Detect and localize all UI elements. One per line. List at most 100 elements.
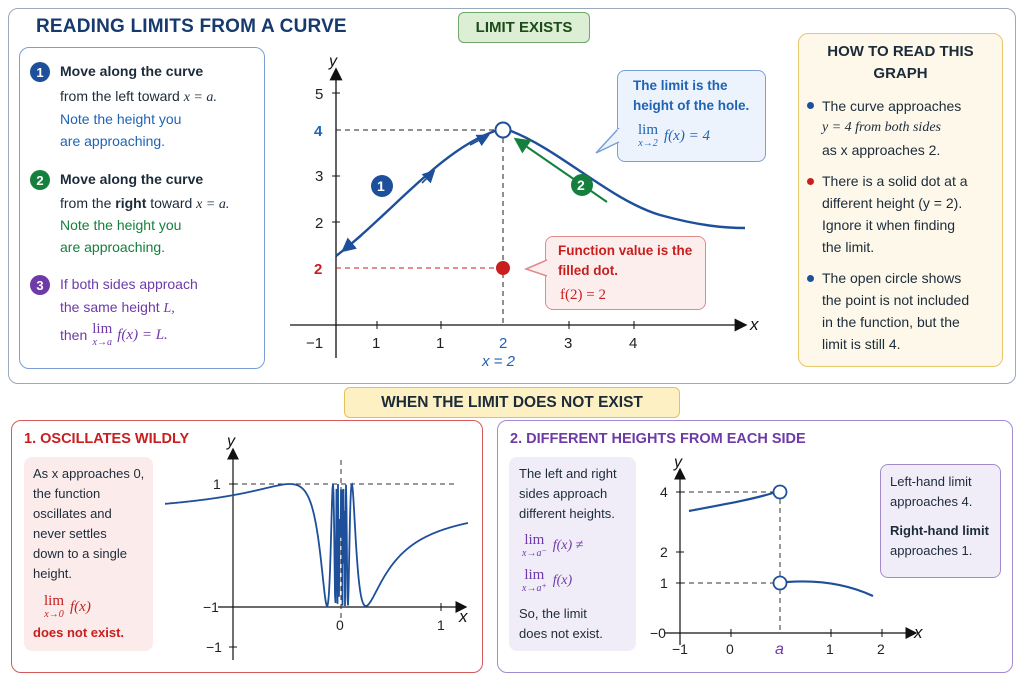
x-tick-label-2: 2 xyxy=(499,335,507,352)
step-1-line2-a: from the left toward xyxy=(60,88,184,104)
step-3-line2-b: L, xyxy=(163,301,175,316)
diff-lim2: lim x→a⁺ f(x) xyxy=(522,568,572,594)
step-2-note2: are approaching. xyxy=(60,239,166,255)
howto-b3-l3: in the function, but the xyxy=(822,314,960,330)
diff-y-label: y xyxy=(673,454,683,471)
main-limit-graph: y x 5 4 3 2 2 −1 1 1 2 3 4 x = 2 1 2 xyxy=(290,53,759,370)
diff-lim1-word: lim xyxy=(524,532,545,548)
diff-text-0: The left and right xyxy=(519,466,617,481)
different-heights-title: 2. DIFFERENT HEIGHTS FROM EACH SIDE xyxy=(510,431,806,447)
howto-b3-text: The open circle shows the point is not i… xyxy=(822,267,969,355)
howto-b3-l2: the point is not included xyxy=(822,292,970,308)
right-open-circle xyxy=(772,575,788,591)
osc-xtick-label-0: 0 xyxy=(336,617,344,633)
oscillating-curve xyxy=(165,482,469,608)
step-1-title: Move along the curve xyxy=(60,63,204,79)
osc-lim-sub: x→0 xyxy=(44,609,64,620)
howto-b2-l1: There is a solid dot at a xyxy=(822,173,968,189)
page-title: READING LIMITS FROM A CURVE xyxy=(36,16,347,37)
function-value-callout-line1: Function value is the xyxy=(558,243,693,258)
howto-b2-l2: different height (y = 2). xyxy=(822,195,963,211)
osc-ytick-label-1: 1 xyxy=(213,476,221,492)
step-2-note1: Note the height you xyxy=(60,217,182,233)
x-tick-label-1a: 1 xyxy=(372,335,380,352)
oscillates-text-box xyxy=(24,457,153,651)
diff-ytick-label-2: 2 xyxy=(660,544,668,560)
step-1-note2: are approaching. xyxy=(60,133,166,149)
y-tick-label-2: 2 xyxy=(315,215,323,232)
step-3-lim-word: lim xyxy=(92,321,113,337)
diff-ytick-label-4: 4 xyxy=(660,484,668,500)
limit-hole-callout-line2: height of the hole. xyxy=(633,98,750,113)
x-tick-label-1b: 1 xyxy=(436,335,444,352)
howto-b2-text: There is a solid dot at a different heig… xyxy=(822,170,968,258)
howto-b1-l1: The curve approaches xyxy=(822,98,962,114)
howto-b1-l3: as x approaches 2. xyxy=(822,142,941,158)
step-3-line2: the same height L, xyxy=(60,296,175,320)
different-text: The left and right sides approach differ… xyxy=(519,464,617,524)
diff-xtick-label-1: 1 xyxy=(826,641,834,657)
left-approach-arrow xyxy=(421,169,436,184)
left-open-circle xyxy=(772,484,788,500)
limit-exists-label: LIMIT EXISTS xyxy=(475,19,573,36)
osc-text-4: down to a single xyxy=(33,546,127,561)
step-1-line2: from the left toward x = a. xyxy=(60,85,217,109)
marker-2-circle xyxy=(571,174,593,196)
limit-hole-callout xyxy=(617,70,766,162)
howto-b3-l4: limit is still 4. xyxy=(822,336,901,352)
side-limits-box xyxy=(880,464,1001,578)
callout-lim-word: lim xyxy=(638,122,659,138)
osc-dne: does not exist. xyxy=(33,625,125,640)
diff-xtick-label-a: a xyxy=(775,641,784,658)
diff-lim2-word: lim xyxy=(524,567,545,583)
step-3-line1: If both sides approach xyxy=(60,276,198,292)
howto-b2-l3: Ignore it when finding xyxy=(822,217,956,233)
diff-lim2-sub: x→a⁺ xyxy=(522,583,547,594)
diff-conclusion: So, the limit does not exist. xyxy=(519,604,603,644)
y-axis-label: y xyxy=(328,53,338,70)
diff-xtick-label-0: 0 xyxy=(726,641,734,657)
diff-xtick-label-2: 2 xyxy=(877,641,885,657)
osc-text-3: never settles xyxy=(33,526,107,541)
bullet-dot-blue-1 xyxy=(807,102,814,109)
howto-b1-l2: y = 4 from both sides xyxy=(822,120,941,135)
osc-text-0: As x approaches 0, xyxy=(33,466,145,481)
x-tick-label-neg1: −1 xyxy=(306,335,323,352)
osc-y-label: y xyxy=(226,433,236,450)
diff-x-label: x xyxy=(913,623,923,642)
osc-text-1: the function xyxy=(33,486,101,501)
x-tick-label-4: 4 xyxy=(629,335,637,352)
y-tick-label-5: 5 xyxy=(315,86,323,103)
diff-lim1: lim x→a⁻ f(x) ≠ xyxy=(522,533,583,559)
callout-lim: lim x→2 xyxy=(638,123,658,149)
side-limits-text: Left-hand limit approaches 4. Right-hand… xyxy=(890,472,989,561)
osc-xtick-label-1: 1 xyxy=(437,617,445,633)
diff-conclusion-0: So, the limit xyxy=(519,606,587,621)
diff-lim1-sub: x→a⁻ xyxy=(522,548,547,559)
step-2-line2-bold: right xyxy=(115,195,147,211)
diff-lim2-expr: f(x) xyxy=(552,573,573,588)
x-axis-label: x xyxy=(749,315,759,334)
different-heights-graph: y x 4 2 1 −0 −1 0 a 1 2 xyxy=(650,454,923,658)
marker-1-label: 1 xyxy=(377,178,385,194)
function-value-callout-line2: filled dot. xyxy=(558,263,618,278)
filled-dot xyxy=(496,261,510,275)
diff-text-1: sides approach xyxy=(519,486,608,501)
right-branch-curve xyxy=(786,580,874,597)
osc-text-2: oscillates and xyxy=(33,506,112,521)
step-2-line2-c: toward xyxy=(146,195,197,211)
left-tail-arrow xyxy=(341,234,363,253)
diff-ytick-label-1: 1 xyxy=(660,575,668,591)
left-branch-curve xyxy=(688,491,774,513)
dne-banner-label: WHEN THE LIMIT DOES NOT EXIST xyxy=(381,393,643,411)
diff-lim2-op: lim x→a⁺ xyxy=(522,568,547,594)
dne-banner: WHEN THE LIMIT DOES NOT EXIST xyxy=(344,387,680,418)
limit-hole-callout-expr: lim x→2 f(x) = 4 xyxy=(638,123,710,149)
steps-box xyxy=(19,47,265,369)
osc-lim: lim x→0 xyxy=(44,594,64,620)
how-to-read-title: HOW TO READ THIS GRAPH xyxy=(798,41,1003,85)
different-text-box xyxy=(509,457,636,651)
step-3-line3: then lim x→a f(x) = L. xyxy=(60,322,168,348)
osc-text-5: height. xyxy=(33,566,73,581)
callout-lim-sub: x→2 xyxy=(638,138,658,149)
